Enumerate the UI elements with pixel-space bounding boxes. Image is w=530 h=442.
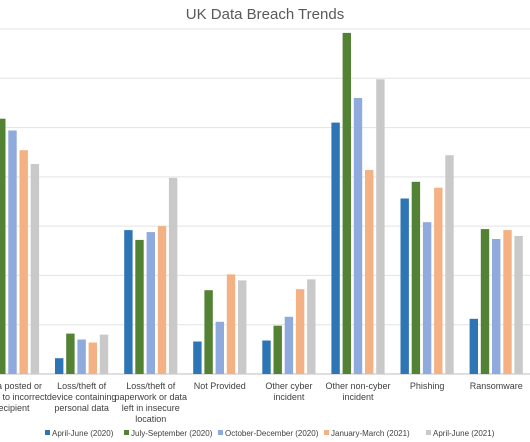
- bars: [0, 32, 523, 375]
- bar: [88, 342, 97, 374]
- legend-swatch: [324, 430, 329, 435]
- bar: [0, 118, 6, 374]
- bar: [99, 334, 109, 374]
- legend-item: January-March (2021): [324, 429, 410, 438]
- category-label: Ransomware: [470, 381, 523, 391]
- bar: [135, 239, 144, 374]
- bar: [411, 181, 421, 374]
- legend-item: April-June (2021): [426, 429, 495, 438]
- bar: [238, 280, 247, 374]
- bar: [307, 279, 316, 374]
- category-labels: Data posted orfaxed to incorrectrecipien…: [0, 381, 523, 424]
- bar: [193, 341, 202, 374]
- bar: [204, 290, 213, 374]
- bar: [30, 164, 40, 374]
- bar: [77, 339, 86, 374]
- bar: [503, 230, 512, 374]
- bar: [480, 229, 490, 374]
- bar: [19, 150, 28, 374]
- bar: [215, 321, 224, 374]
- bar: [469, 318, 478, 374]
- bar: [295, 289, 305, 374]
- chart-title: UK Data Breach Trends: [186, 6, 344, 23]
- bar: [342, 32, 351, 375]
- bar: [226, 274, 236, 374]
- bar: [273, 325, 282, 374]
- category-label: Not Provided: [194, 381, 246, 391]
- category-label: Other non-cyber incident: [325, 381, 390, 402]
- bar: [124, 230, 133, 374]
- bar: [168, 177, 178, 374]
- bar: [445, 155, 454, 374]
- bar: [331, 122, 340, 374]
- legend-item: July-September (2020): [124, 429, 213, 438]
- bar: [422, 222, 432, 374]
- legend-swatch: [218, 430, 223, 435]
- legend-swatch: [45, 430, 50, 435]
- bar: [400, 198, 409, 374]
- bar: [365, 170, 374, 374]
- bar: [514, 236, 523, 374]
- legend-item: October-December (2020): [218, 429, 319, 438]
- bar: [262, 340, 271, 374]
- bar: [284, 316, 294, 374]
- legend-label: January-March (2021): [331, 429, 410, 438]
- gridlines: [0, 28, 530, 375]
- bar: [157, 226, 167, 374]
- legend-label: April-June (2021): [433, 429, 495, 438]
- category-label: Other cyber incident: [265, 381, 312, 402]
- bar: [146, 232, 155, 374]
- legend: April-June (2020) July-September (2020) Oc…: [45, 429, 495, 438]
- legend-swatch: [426, 430, 431, 435]
- bar: [492, 239, 501, 374]
- bar: [434, 187, 443, 374]
- category-label: Loss/theft of device containing personal d…: [47, 381, 117, 413]
- category-label: Data posted orfaxed to incorrectrecipien…: [0, 381, 48, 413]
- legend-label: October-December (2020): [225, 429, 319, 438]
- legend-swatch: [124, 430, 129, 435]
- bar: [66, 333, 75, 374]
- bar: [353, 98, 363, 374]
- legend-item: April-June (2020): [45, 429, 114, 438]
- bar: [376, 79, 385, 375]
- legend-label: April-June (2020): [52, 429, 114, 438]
- legend-label: July-September (2020): [131, 429, 213, 438]
- category-label: Loss/theft of paperwork or data left in in…: [115, 381, 188, 424]
- bar: [8, 130, 17, 374]
- category-label: Phishing: [410, 381, 445, 391]
- bar: [55, 358, 64, 374]
